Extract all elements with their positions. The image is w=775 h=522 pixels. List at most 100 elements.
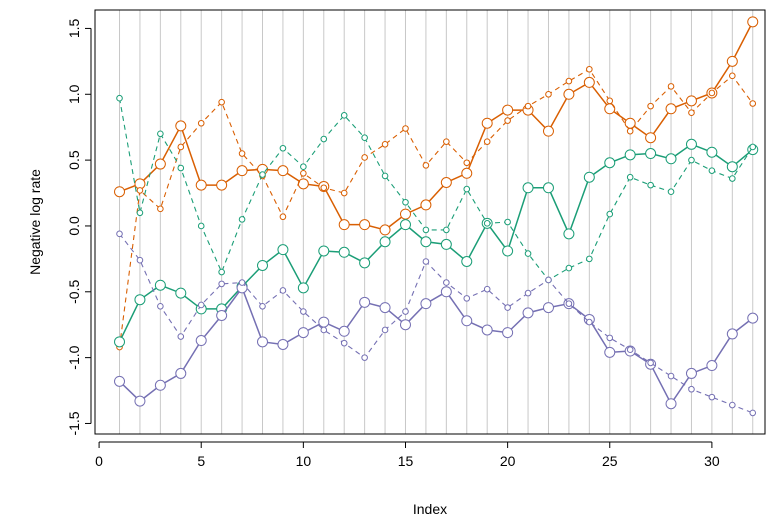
data-point	[320, 326, 328, 334]
data-point	[177, 164, 185, 172]
data-point	[729, 401, 736, 409]
data-point	[565, 77, 573, 85]
data-point	[688, 109, 695, 117]
data-point	[443, 138, 450, 145]
data-point	[726, 161, 738, 173]
vertical-gridlines	[119, 10, 754, 434]
data-point	[665, 153, 677, 165]
data-point	[238, 150, 246, 157]
data-point	[318, 245, 330, 257]
data-point	[667, 83, 675, 90]
data-point	[586, 318, 593, 326]
series-5	[116, 230, 757, 417]
data-point	[300, 169, 307, 177]
data-point	[583, 76, 595, 88]
x-tick-label: 25	[602, 453, 618, 469]
series-line-2	[118, 143, 754, 343]
plot-frame	[94, 9, 766, 435]
data-point	[320, 184, 328, 192]
data-point	[604, 157, 616, 169]
data-point	[399, 319, 411, 331]
data-point	[647, 181, 654, 189]
y-tick-label: 1.5	[66, 18, 82, 38]
data-point	[279, 213, 287, 221]
series-line-5	[119, 233, 753, 414]
data-point	[545, 90, 552, 98]
x-tick-label: 20	[500, 453, 516, 469]
y-tick-label: 0.5	[66, 150, 82, 170]
data-point	[197, 222, 205, 230]
data-point	[522, 307, 534, 319]
data-point	[504, 117, 511, 124]
data-point	[218, 98, 225, 106]
series-4	[114, 282, 759, 410]
data-point	[136, 209, 144, 217]
data-point	[361, 134, 368, 142]
y-tick-label: -1.5	[66, 411, 82, 435]
data-point	[338, 325, 350, 337]
data-point	[297, 178, 309, 190]
data-point	[545, 276, 552, 284]
data-point	[318, 316, 330, 328]
data-point	[522, 182, 534, 194]
y-tick-label: 0.0	[66, 216, 82, 236]
data-point	[583, 171, 595, 183]
data-point	[338, 246, 350, 258]
data-point	[136, 187, 144, 194]
series-1	[116, 65, 757, 351]
data-point	[399, 219, 411, 231]
data-point	[645, 148, 657, 160]
data-point	[708, 89, 716, 97]
data-point	[114, 336, 126, 348]
data-point	[747, 16, 759, 28]
data-point	[747, 312, 759, 324]
x-axis: 0 5 10 15 20 25 30	[95, 441, 720, 469]
series-line-0	[119, 21, 754, 231]
data-point	[483, 220, 491, 227]
data-point	[708, 167, 716, 174]
data-point	[729, 72, 736, 80]
y-tick-label: -0.5	[66, 280, 82, 304]
data-point	[340, 339, 348, 347]
data-point	[381, 326, 389, 334]
data-point	[361, 154, 368, 161]
data-point	[685, 95, 697, 107]
data-point	[524, 289, 532, 297]
x-tick-label: 10	[296, 453, 312, 469]
data-point	[420, 199, 432, 211]
data-point	[563, 228, 575, 240]
data-point	[604, 346, 616, 358]
series-line-1	[118, 68, 754, 348]
data-point	[402, 308, 409, 315]
data-point	[606, 334, 614, 342]
data-point	[175, 367, 187, 379]
data-point	[402, 125, 409, 132]
data-point	[399, 208, 411, 220]
data-point	[420, 236, 432, 248]
data-point	[381, 141, 389, 148]
data-point	[502, 327, 514, 339]
data-point	[647, 359, 654, 367]
data-point	[154, 279, 166, 291]
data-point	[688, 156, 695, 164]
data-point	[157, 130, 164, 138]
data-point	[504, 304, 511, 311]
data-point	[195, 335, 207, 347]
data-point	[463, 185, 471, 193]
data-point	[277, 244, 289, 256]
series-2	[114, 138, 759, 348]
data-point	[218, 268, 225, 276]
data-point	[320, 135, 328, 143]
data-point	[177, 333, 185, 340]
data-point	[116, 230, 123, 238]
data-point	[542, 125, 554, 137]
data-point	[443, 226, 450, 234]
data-point	[647, 102, 654, 110]
data-point	[257, 336, 268, 348]
data-point	[218, 280, 225, 288]
data-point	[483, 285, 491, 293]
data-point	[359, 219, 371, 231]
data-point	[524, 102, 532, 110]
x-tick-label: 5	[197, 453, 205, 469]
data-point	[279, 144, 287, 152]
